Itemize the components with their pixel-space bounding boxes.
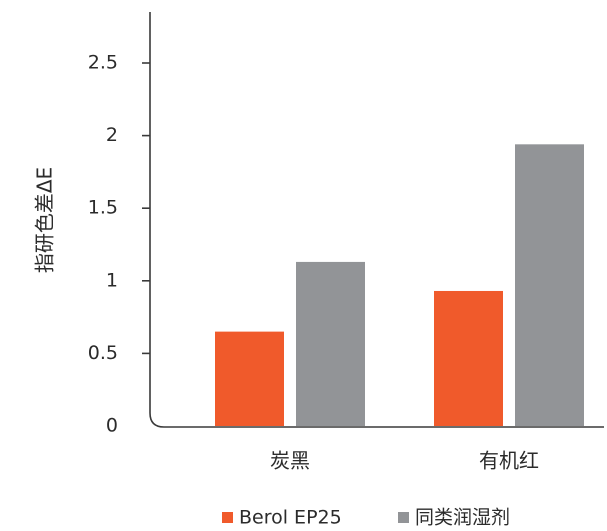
- y-tick-label: 2.5: [88, 52, 118, 74]
- bar: [296, 261, 365, 426]
- bar: [434, 290, 503, 426]
- legend-label: 同类润湿剂: [415, 507, 510, 529]
- bar: [215, 331, 284, 426]
- bar: [515, 144, 584, 426]
- axes: [149, 12, 604, 428]
- y-tick-label: 1.5: [88, 197, 118, 219]
- category-labels: 炭黑 有机红: [270, 449, 539, 473]
- x-category-label: 炭黑: [270, 449, 310, 473]
- y-tick-label: 0.5: [88, 342, 118, 364]
- legend-swatch: [398, 512, 409, 523]
- y-tick-label: 1: [106, 269, 118, 291]
- bars: [215, 144, 584, 426]
- y-ticks: 0 0.5 1 1.5 2 2.5: [88, 52, 150, 437]
- y-tick-label: 0: [106, 415, 118, 437]
- legend-label: Berol EP25: [239, 507, 342, 529]
- legend-swatch: [222, 512, 233, 523]
- y-tick-label: 2: [106, 124, 118, 146]
- axis-line: [149, 12, 604, 428]
- x-category-label: 有机红: [479, 449, 539, 473]
- legend: Berol EP25 同类润湿剂: [222, 507, 510, 529]
- y-axis-label: 指研色差ΔE: [33, 167, 57, 273]
